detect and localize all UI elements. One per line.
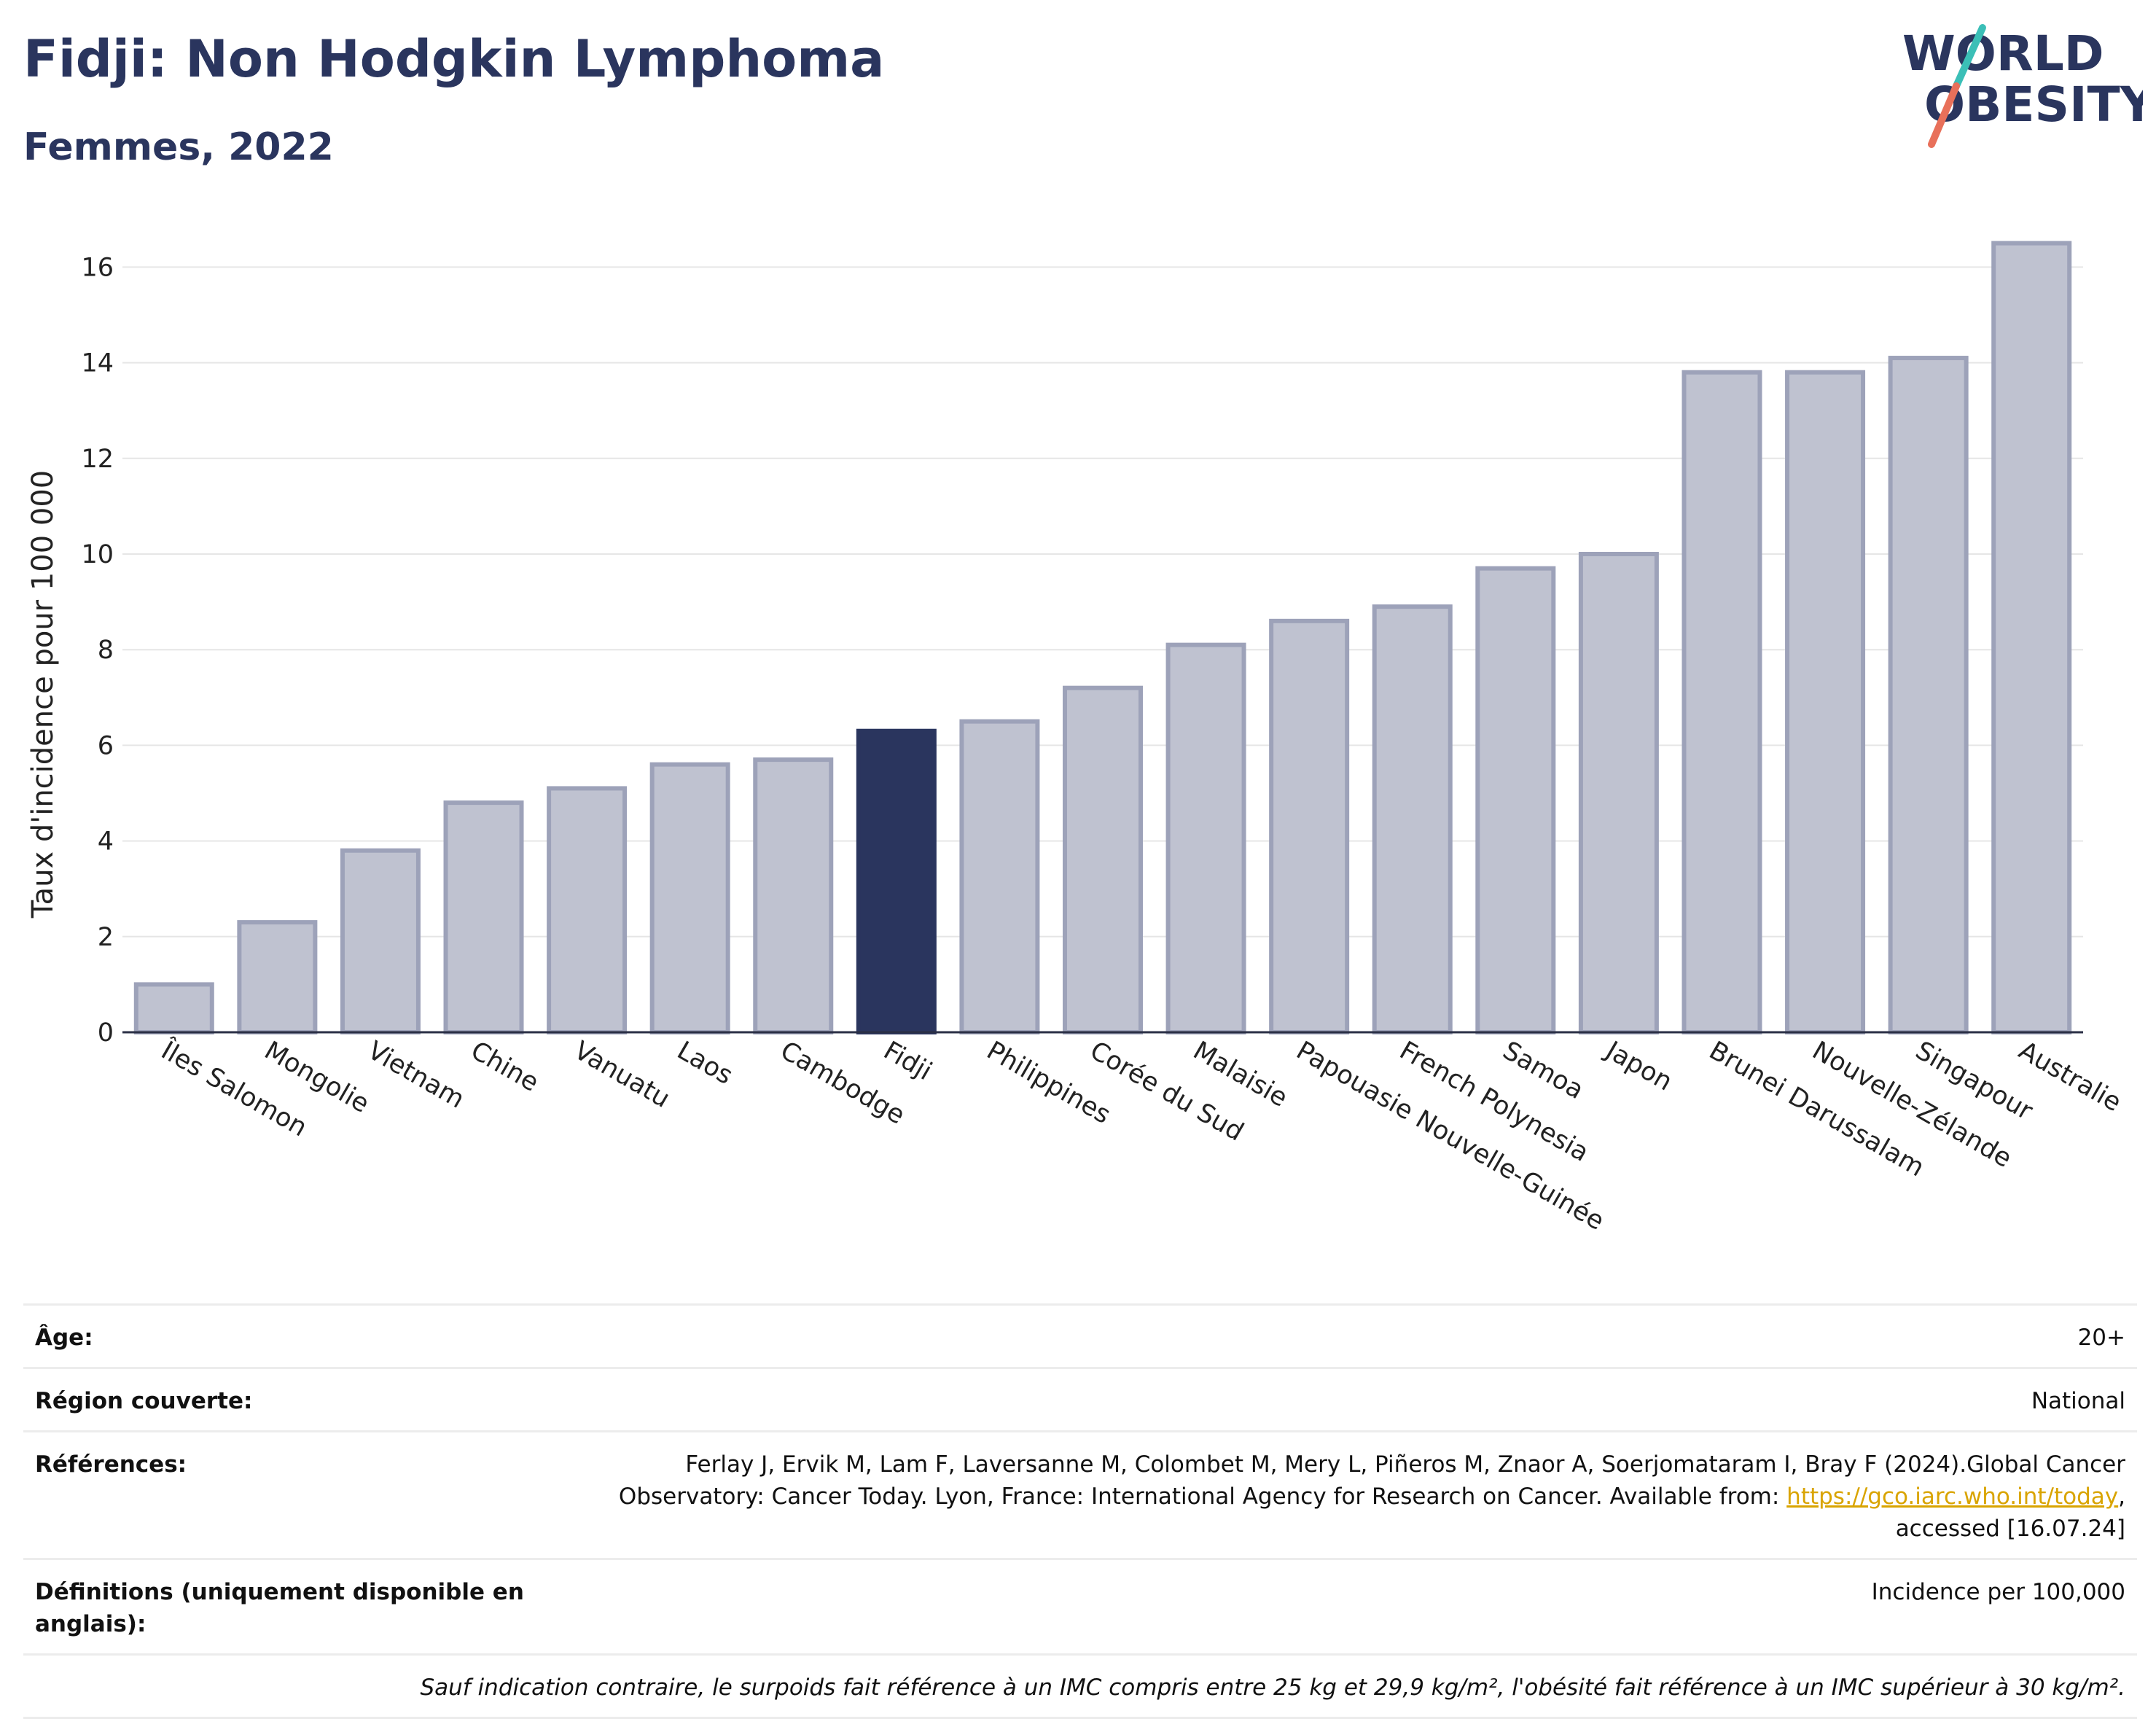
- bars: [133, 241, 2072, 1035]
- bar: [133, 982, 214, 1035]
- bar-highlighted: [856, 728, 937, 1034]
- y-tick-label: 4: [98, 827, 114, 857]
- bar: [1682, 370, 1762, 1035]
- bar: [237, 920, 318, 1034]
- y-axis-label: Taux d'incidence pour 100 000: [26, 470, 60, 919]
- bar: [753, 757, 834, 1034]
- logo-line-obesity: OBESITY: [1924, 77, 2143, 133]
- meta-row-references: Références: Ferlay J, Ervik M, Lam F, La…: [23, 1430, 2137, 1558]
- metadata-table: Âge: 20+ Région couverte: National Référ…: [23, 1303, 2137, 1719]
- bar: [959, 719, 1040, 1034]
- meta-definitions-value: Incidence per 100,000: [1871, 1579, 2125, 1605]
- y-tick-label: 10: [81, 540, 114, 569]
- bar: [547, 786, 628, 1034]
- meta-row-region: Région couverte: National: [23, 1367, 2137, 1430]
- y-tick-label: 14: [81, 349, 114, 378]
- chart-subtitle: Femmes, 2022: [23, 125, 334, 169]
- bar: [1991, 241, 2072, 1035]
- y-tick-label: 2: [98, 923, 114, 952]
- y-tick-label: 8: [98, 636, 114, 665]
- y-axis-ticks: 0 2 4 6 8 10 12 14 16: [81, 253, 114, 1048]
- logo-slash-teal: [1953, 24, 1986, 90]
- bar: [1785, 370, 1866, 1035]
- meta-age-label: Âge:: [35, 1325, 93, 1351]
- references-text: Ferlay J, Ervik M, Lam F, Laversanne M, …: [618, 1451, 2125, 1510]
- x-tick-label: Laos: [672, 1036, 738, 1091]
- x-tick-label: Fidji: [878, 1036, 937, 1086]
- meta-references-value: Ferlay J, Ervik M, Lam F, Laversanne M, …: [531, 1449, 2125, 1545]
- bar: [649, 762, 730, 1034]
- references-suffix: , accessed [16.07.24]: [1895, 1483, 2125, 1542]
- logo-line-world: WORLD: [1902, 26, 2104, 82]
- bar: [340, 848, 421, 1034]
- bar: [1888, 356, 1969, 1035]
- y-tick-label: 16: [81, 253, 114, 282]
- chart-title: Fidji: Non Hodgkin Lymphoma: [23, 29, 885, 89]
- x-tick-label: Vanuatu: [569, 1036, 675, 1114]
- meta-region-label: Région couverte:: [35, 1388, 253, 1414]
- logo-slash-coral: [1928, 82, 1960, 148]
- y-tick-label: 12: [81, 445, 114, 474]
- meta-age-value: 20+: [2077, 1325, 2125, 1351]
- bar: [443, 800, 524, 1034]
- meta-region-value: National: [2031, 1388, 2125, 1414]
- meta-note: Sauf indication contraire, le surpoids f…: [23, 1653, 2137, 1719]
- x-tick-label: Japon: [1600, 1035, 1677, 1096]
- meta-references-label: Références:: [35, 1451, 187, 1478]
- meta-row-definitions: Définitions (uniquement disponible en an…: [23, 1558, 2137, 1653]
- x-tick-label: Chine: [466, 1036, 544, 1098]
- bar: [1063, 685, 1143, 1034]
- bar: [1165, 642, 1246, 1034]
- bar: [1372, 604, 1453, 1034]
- bar: [1578, 552, 1659, 1034]
- x-tick-label: Vietnam: [362, 1036, 469, 1115]
- bar: [1475, 566, 1556, 1034]
- meta-row-age: Âge: 20+: [23, 1303, 2137, 1367]
- y-tick-label: 0: [98, 1018, 114, 1048]
- y-tick-label: 6: [98, 731, 114, 760]
- references-link[interactable]: https://gco.iarc.who.int/today: [1786, 1483, 2119, 1510]
- meta-definitions-label: Définitions (uniquement disponible en an…: [35, 1579, 524, 1637]
- world-obesity-logo: WORLD OBESITY: [1902, 24, 2143, 148]
- bar: [1269, 618, 1350, 1034]
